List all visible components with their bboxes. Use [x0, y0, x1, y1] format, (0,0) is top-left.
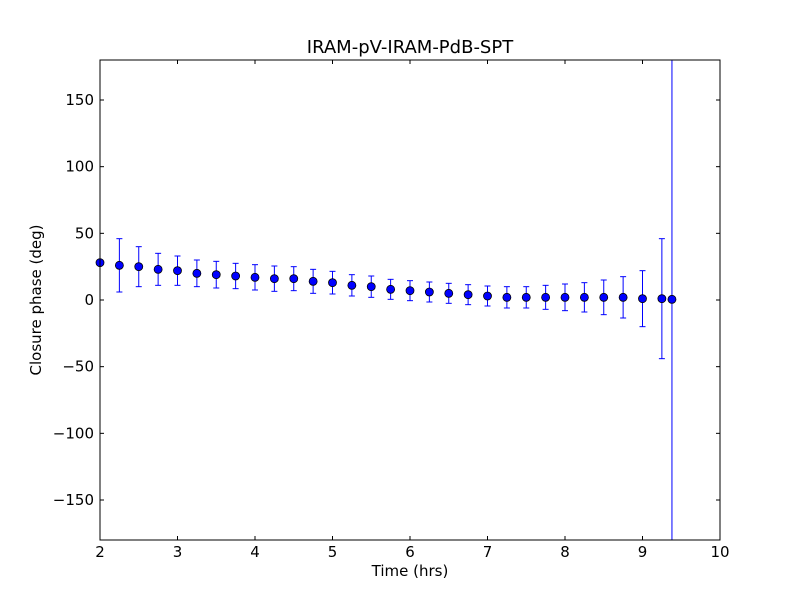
data-point	[618, 292, 628, 302]
data-point	[173, 266, 182, 276]
plot-content	[95, 60, 677, 540]
x-tick-label: 10	[710, 543, 729, 561]
axis-ticks: 2 3 4 5 6 7 8 9 10 −150 −100 −50 0 50 100 150	[53, 60, 730, 561]
data-point	[483, 291, 492, 301]
data-point	[657, 294, 667, 304]
data-point	[560, 292, 570, 302]
data-point	[386, 284, 396, 294]
data-point	[599, 292, 609, 302]
data-point	[424, 287, 434, 297]
data-point	[347, 280, 357, 290]
y-tick-label: −150	[53, 491, 94, 509]
data-point	[405, 286, 415, 296]
x-tick-label: 8	[560, 543, 570, 561]
data-point	[192, 268, 202, 278]
x-tick-label: 9	[638, 543, 648, 561]
y-tick-label: 100	[65, 158, 94, 176]
data-point	[269, 274, 279, 284]
data-point	[328, 278, 337, 288]
data-point	[134, 262, 144, 272]
data-point	[153, 264, 163, 274]
y-tick-label: 150	[65, 91, 94, 109]
y-tick-label: −100	[53, 424, 94, 442]
chart-title: IRAM-pV-IRAM-PdB-SPT	[307, 37, 514, 58]
y-axis-title: Closure phase (deg)	[27, 225, 45, 376]
y-tick-label: 0	[84, 291, 94, 309]
data-point	[250, 272, 260, 282]
data-point	[463, 290, 473, 300]
data-point	[231, 271, 241, 281]
data-point	[308, 276, 318, 286]
data-point	[638, 294, 647, 304]
y-tick-label: −50	[62, 358, 94, 376]
x-axis-title: Time (hrs)	[371, 562, 449, 580]
data-point	[114, 260, 124, 270]
data-point	[289, 274, 299, 284]
x-tick-label: 5	[328, 543, 338, 561]
data-point	[521, 292, 531, 302]
x-tick-label: 2	[95, 543, 105, 561]
data-point	[579, 292, 589, 302]
x-tick-label: 7	[483, 543, 493, 561]
data-point	[211, 270, 221, 280]
data-point	[366, 282, 376, 292]
data-point	[667, 294, 677, 304]
data-point	[502, 292, 512, 302]
plot-frame	[99, 59, 721, 541]
x-tick-label: 4	[250, 543, 260, 561]
data-point	[541, 292, 551, 302]
x-tick-label: 6	[405, 543, 415, 561]
y-tick-label: 50	[75, 224, 94, 242]
data-point	[444, 288, 454, 298]
x-tick-label: 3	[173, 543, 183, 561]
